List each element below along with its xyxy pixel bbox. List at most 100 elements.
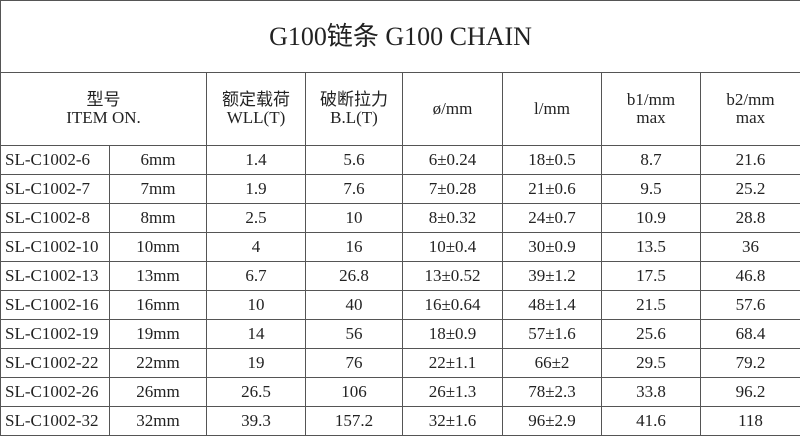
cell-b2: 79.2 xyxy=(701,349,800,378)
cell-b2: 36 xyxy=(701,233,800,262)
header-b1-label: b1/mm xyxy=(627,90,675,109)
cell-size: 32mm xyxy=(110,407,207,436)
header-bl-en: B.L(T) xyxy=(330,108,378,127)
cell-b2: 21.6 xyxy=(701,146,800,175)
cell-b2: 28.8 xyxy=(701,204,800,233)
cell-size: 7mm xyxy=(110,175,207,204)
cell-size: 13mm xyxy=(110,262,207,291)
header-b2-sub: max xyxy=(736,108,765,127)
cell-item-no: SL-C1002-19 xyxy=(1,320,110,349)
cell-size: 16mm xyxy=(110,291,207,320)
cell-item-no: SL-C1002-7 xyxy=(1,175,110,204)
cell-breaking-load: 40 xyxy=(306,291,403,320)
cell-b2: 96.2 xyxy=(701,378,800,407)
cell-b2: 25.2 xyxy=(701,175,800,204)
cell-size: 6mm xyxy=(110,146,207,175)
cell-length: 24±0.7 xyxy=(503,204,602,233)
cell-breaking-load: 16 xyxy=(306,233,403,262)
cell-wll: 1.4 xyxy=(207,146,306,175)
cell-diameter: 22±1.1 xyxy=(403,349,503,378)
cell-breaking-load: 7.6 xyxy=(306,175,403,204)
cell-breaking-load: 106 xyxy=(306,378,403,407)
cell-length: 66±2 xyxy=(503,349,602,378)
cell-size: 22mm xyxy=(110,349,207,378)
cell-breaking-load: 26.8 xyxy=(306,262,403,291)
header-diameter: ø/mm xyxy=(403,73,503,146)
cell-diameter: 7±0.28 xyxy=(403,175,503,204)
cell-b1: 10.9 xyxy=(602,204,701,233)
cell-b1: 21.5 xyxy=(602,291,701,320)
cell-b1: 41.6 xyxy=(602,407,701,436)
cell-breaking-load: 10 xyxy=(306,204,403,233)
cell-size: 26mm xyxy=(110,378,207,407)
cell-b1: 17.5 xyxy=(602,262,701,291)
cell-wll: 2.5 xyxy=(207,204,306,233)
header-length: l/mm xyxy=(503,73,602,146)
cell-b2: 68.4 xyxy=(701,320,800,349)
header-wll-en: WLL(T) xyxy=(227,108,286,127)
cell-breaking-load: 76 xyxy=(306,349,403,378)
cell-size: 10mm xyxy=(110,233,207,262)
header-b1-sub: max xyxy=(636,108,665,127)
header-bl-cn: 破断拉力 xyxy=(320,90,388,109)
cell-wll: 10 xyxy=(207,291,306,320)
cell-item-no: SL-C1002-13 xyxy=(1,262,110,291)
cell-item-no: SL-C1002-16 xyxy=(1,291,110,320)
header-wll-cn: 额定载荷 xyxy=(222,90,290,109)
cell-diameter: 6±0.24 xyxy=(403,146,503,175)
cell-item-no: SL-C1002-10 xyxy=(1,233,110,262)
cell-wll: 19 xyxy=(207,349,306,378)
cell-breaking-load: 5.6 xyxy=(306,146,403,175)
cell-length: 30±0.9 xyxy=(503,233,602,262)
cell-wll: 26.5 xyxy=(207,378,306,407)
cell-length: 48±1.4 xyxy=(503,291,602,320)
cell-b2: 46.8 xyxy=(701,262,800,291)
cell-b1: 29.5 xyxy=(602,349,701,378)
cell-wll: 1.9 xyxy=(207,175,306,204)
cell-diameter: 18±0.9 xyxy=(403,320,503,349)
cell-wll: 39.3 xyxy=(207,407,306,436)
cell-item-no: SL-C1002-22 xyxy=(1,349,110,378)
cell-diameter: 16±0.64 xyxy=(403,291,503,320)
cell-wll: 14 xyxy=(207,320,306,349)
cell-length: 21±0.6 xyxy=(503,175,602,204)
cell-b1: 9.5 xyxy=(602,175,701,204)
cell-diameter: 10±0.4 xyxy=(403,233,503,262)
cell-b1: 33.8 xyxy=(602,378,701,407)
cell-diameter: 26±1.3 xyxy=(403,378,503,407)
cell-diameter: 8±0.32 xyxy=(403,204,503,233)
cell-size: 8mm xyxy=(110,204,207,233)
cell-b1: 25.6 xyxy=(602,320,701,349)
cell-item-no: SL-C1002-6 xyxy=(1,146,110,175)
cell-length: 39±1.2 xyxy=(503,262,602,291)
cell-breaking-load: 56 xyxy=(306,320,403,349)
cell-length: 78±2.3 xyxy=(503,378,602,407)
cell-b1: 13.5 xyxy=(602,233,701,262)
cell-b2: 57.6 xyxy=(701,291,800,320)
cell-diameter: 32±1.6 xyxy=(403,407,503,436)
cell-item-no: SL-C1002-32 xyxy=(1,407,110,436)
header-b2-label: b2/mm xyxy=(726,90,774,109)
cell-wll: 4 xyxy=(207,233,306,262)
cell-b1: 8.7 xyxy=(602,146,701,175)
cell-breaking-load: 157.2 xyxy=(306,407,403,436)
cell-length: 57±1.6 xyxy=(503,320,602,349)
cell-b2: 118 xyxy=(701,407,800,436)
table-title: G100链条 G100 CHAIN xyxy=(1,1,800,73)
header-item-cn: 型号 xyxy=(87,90,121,109)
